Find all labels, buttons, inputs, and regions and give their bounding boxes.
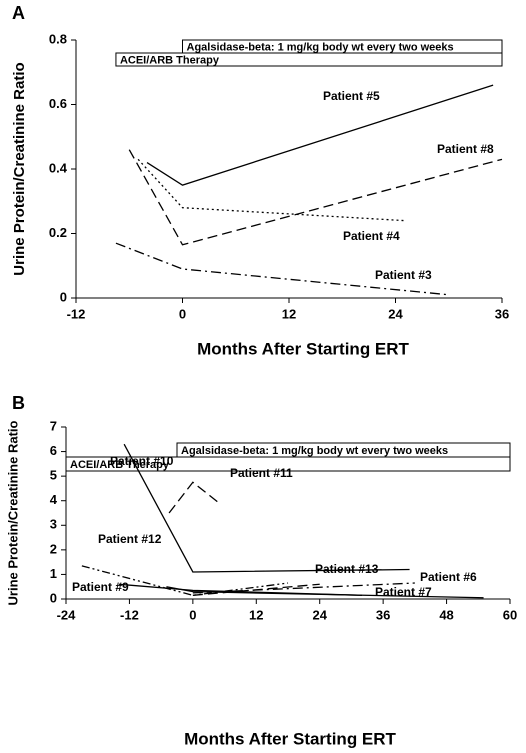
series-label: Patient #3 bbox=[375, 268, 432, 282]
x-tick-label: 60 bbox=[503, 607, 517, 622]
y-tick-label: 5 bbox=[50, 468, 57, 483]
series-line bbox=[146, 84, 494, 186]
series-label: Patient #12 bbox=[98, 532, 162, 546]
x-tick-label: 12 bbox=[282, 306, 296, 321]
x-tick-label: 36 bbox=[495, 306, 509, 321]
x-axis-label: Months After Starting ERT bbox=[184, 729, 396, 748]
x-axis-label: Months After Starting ERT bbox=[197, 339, 409, 358]
y-tick-label: 6 bbox=[50, 443, 57, 458]
y-axis-label: Urine Protein/Creatinine Ratio bbox=[11, 62, 28, 275]
therapy-label: ACEI/ARB Therapy bbox=[120, 54, 220, 66]
x-tick-label: -12 bbox=[67, 306, 86, 321]
y-tick-label: 4 bbox=[50, 492, 58, 507]
series-label: Patient #9 bbox=[72, 580, 129, 594]
series-line bbox=[123, 443, 410, 573]
x-tick-label: 0 bbox=[179, 306, 186, 321]
series-line bbox=[118, 583, 363, 596]
series-label: Patient #7 bbox=[375, 585, 432, 599]
therapy-bar bbox=[115, 52, 503, 67]
y-tick-label: 0.8 bbox=[49, 31, 67, 46]
y-tick-label: 0.2 bbox=[49, 225, 67, 240]
y-tick-label: 0.4 bbox=[49, 160, 68, 175]
series-label: Patient #13 bbox=[315, 562, 379, 576]
series-line bbox=[81, 565, 289, 596]
x-tick-label: -12 bbox=[120, 607, 139, 622]
x-tick-label: 12 bbox=[249, 607, 263, 622]
series-label: Patient #8 bbox=[437, 142, 494, 156]
y-tick-label: 0.6 bbox=[49, 96, 67, 111]
series-line bbox=[166, 586, 484, 599]
y-tick-label: 3 bbox=[50, 517, 57, 532]
x-tick-label: -24 bbox=[57, 607, 77, 622]
y-tick-label: 7 bbox=[50, 418, 57, 433]
series-line bbox=[128, 149, 503, 246]
x-tick-label: 24 bbox=[388, 306, 403, 321]
y-tick-label: 0 bbox=[60, 289, 67, 304]
x-tick-label: 24 bbox=[312, 607, 327, 622]
panel-letter: B bbox=[12, 393, 25, 413]
panel-letter: A bbox=[12, 3, 25, 23]
series-label: Patient #5 bbox=[323, 89, 380, 103]
series-line bbox=[137, 158, 405, 222]
series-label: Patient #4 bbox=[343, 229, 400, 243]
x-tick-label: 0 bbox=[189, 607, 196, 622]
therapy-label: ACEI/ARB Therapy bbox=[70, 459, 170, 471]
y-tick-label: 0 bbox=[50, 590, 57, 605]
y-tick-label: 2 bbox=[50, 541, 57, 556]
series-label: Patient #6 bbox=[420, 570, 477, 584]
series-line bbox=[115, 242, 449, 296]
series-line bbox=[192, 582, 415, 594]
therapy-label: Agalsidase-beta: 1 mg/kg body wt every t… bbox=[181, 445, 448, 457]
y-tick-label: 1 bbox=[50, 566, 57, 581]
series-label: Patient #11 bbox=[230, 466, 293, 480]
x-tick-label: 36 bbox=[376, 607, 390, 622]
series-label: Patient #10 bbox=[110, 454, 174, 468]
x-tick-label: 48 bbox=[439, 607, 453, 622]
therapy-bar bbox=[65, 456, 511, 472]
series-line bbox=[168, 481, 220, 514]
therapy-label: Agalsidase-beta: 1 mg/kg body wt every t… bbox=[187, 41, 454, 53]
y-axis-label: Urine Protein/Creatinine Ratio bbox=[5, 420, 20, 605]
